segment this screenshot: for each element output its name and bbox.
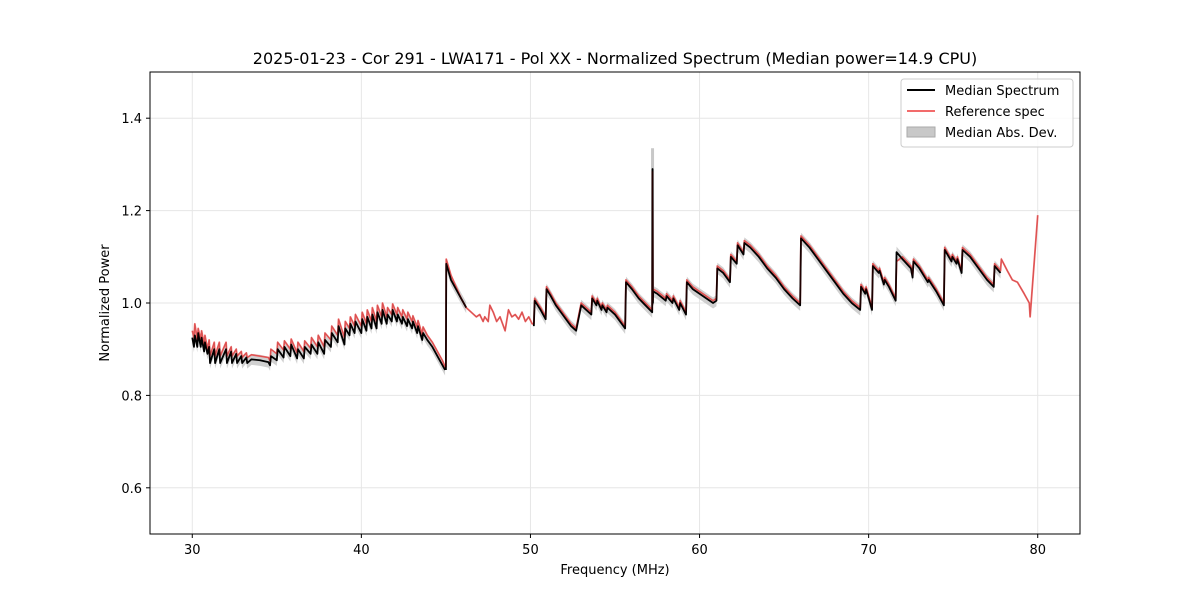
x-axis-label: Frequency (MHz) [560,563,669,578]
x-tick-label: 30 [184,543,201,558]
legend: Median Spectrum Reference spec Median Ab… [900,78,1074,148]
legend-box [900,78,1074,148]
y-tick-label: 1.0 [121,297,142,312]
y-tick-label: 0.6 [121,482,142,497]
legend-mad-label: Median Abs. Dev. [945,126,1057,141]
legend-mad-swatch [906,126,936,138]
median-spectrum-line [532,168,1002,332]
y-tick-label: 0.8 [121,389,142,404]
reference-overlay-line [191,171,1039,368]
x-tick-label: 80 [1029,543,1046,558]
x-tick-label: 50 [522,543,539,558]
x-tick-label: 40 [353,543,370,558]
plot-area [191,148,1039,376]
x-tick-label: 60 [691,543,708,558]
chart-title: 2025-01-23 - Cor 291 - LWA171 - Pol XX -… [253,49,977,68]
y-tick-label: 1.4 [121,112,142,127]
legend-median-label: Median Spectrum [945,84,1059,99]
legend-reference-label: Reference spec [945,105,1045,120]
axis-ticks: 30 40 50 60 70 80 0.6 0.8 1.0 1.2 1.4 [121,112,1046,558]
median-spectrum-line [191,309,446,371]
x-tick-label: 70 [860,543,877,558]
y-axis-label: Normalized Power [98,244,113,362]
median-spectrum-line [445,262,467,370]
y-tick-label: 1.2 [121,205,142,220]
